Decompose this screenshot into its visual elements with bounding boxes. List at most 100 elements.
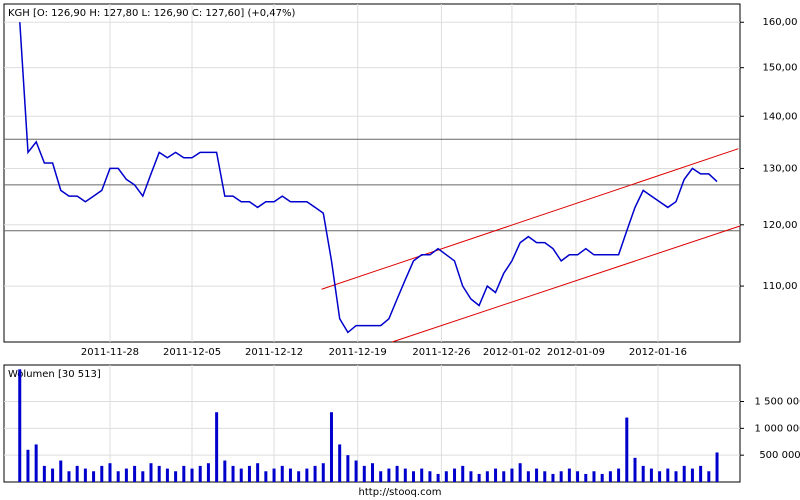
volume-bar <box>264 471 268 482</box>
volume-bar <box>444 471 448 482</box>
volume-bar <box>461 465 465 482</box>
volume-bar <box>51 468 55 482</box>
volume-bar <box>477 473 481 482</box>
volume-bar <box>690 468 694 482</box>
volume-bar <box>559 471 563 482</box>
volume-bar <box>92 471 96 482</box>
volume-bar <box>239 468 243 482</box>
volume-bar <box>26 449 30 482</box>
volume-bar <box>215 412 219 482</box>
y-tick-label: 130,00 <box>763 163 798 174</box>
price-panel <box>3 3 741 343</box>
volume-bar <box>157 465 161 482</box>
volume-bar <box>567 468 571 482</box>
volume-bar <box>141 471 145 482</box>
volume-bar <box>510 468 514 482</box>
volume-bar <box>715 452 719 482</box>
volume-bar <box>305 468 309 482</box>
x-tick-label: 2011-11-28 <box>81 347 139 358</box>
volume-bar <box>116 471 120 482</box>
volume-bar <box>182 465 186 482</box>
x-tick-label: 2011-12-19 <box>329 347 387 358</box>
volume-panel <box>3 364 741 483</box>
volume-bar <box>412 471 416 482</box>
volume-bar <box>649 468 653 482</box>
volume-bar <box>469 471 473 482</box>
volume-bar <box>329 412 333 482</box>
volume-bar <box>387 468 391 482</box>
volume-bar <box>576 471 580 482</box>
volume-bar <box>526 471 530 482</box>
x-tick-label: 2011-12-26 <box>412 347 470 358</box>
volume-bar <box>674 471 678 482</box>
volume-bar <box>34 444 38 482</box>
volume-bar <box>395 465 399 482</box>
volume-bar <box>321 463 325 482</box>
volume-bar <box>617 468 621 482</box>
y-tick-label: 160,00 <box>763 17 798 28</box>
y-tick-label: 500 000 <box>759 450 800 461</box>
volume-bar <box>297 471 301 482</box>
volume-bar <box>379 471 383 482</box>
volume-bar <box>108 463 112 482</box>
volume-bar <box>362 465 366 482</box>
volume-bar <box>420 468 424 482</box>
volume-bar <box>42 465 46 482</box>
volume-bar <box>436 473 440 482</box>
volume-bar <box>354 460 358 482</box>
footer: http://stooq.com <box>359 487 442 498</box>
volume-bar <box>641 465 645 482</box>
volume-bar <box>592 471 596 482</box>
volume-bar <box>133 465 137 482</box>
volume-bar <box>699 465 703 482</box>
y-tick-label: 1 500 000 <box>755 396 800 407</box>
volume-bar <box>124 468 128 482</box>
trend-line <box>321 148 739 290</box>
price-line <box>19 22 718 334</box>
volume-bar <box>346 455 350 482</box>
volume-bar <box>198 465 202 482</box>
x-tick-label: 2011-12-05 <box>163 347 221 358</box>
volume-bar <box>75 465 79 482</box>
panel: 2011-11-28 2011-12-05 2011-12-12 2011-12-19… <box>4 4 798 358</box>
volume-bar <box>59 460 63 482</box>
volume-bar <box>256 463 260 482</box>
volume-bar <box>165 468 169 482</box>
volume-bar <box>370 463 374 482</box>
y-tick-label: 110,00 <box>763 281 798 292</box>
volume-bar <box>535 468 539 482</box>
x-tick-label: 2012-01-16 <box>629 347 687 358</box>
volume-bar <box>633 457 637 482</box>
volume-bar <box>338 444 342 482</box>
panel: 500 000 1 000 000 1 500 000 Wolumen [30 513… <box>4 365 800 482</box>
volume-bar <box>272 468 276 482</box>
panel-title: Wolumen [30 513] <box>8 369 101 380</box>
volume-bar <box>502 471 506 482</box>
trend-line <box>392 225 741 343</box>
volume-bar <box>223 460 227 482</box>
volume-bar <box>608 471 612 482</box>
x-tick-label: 2012-01-02 <box>483 347 541 358</box>
volume-bar <box>682 465 686 482</box>
volume-bar <box>67 471 71 482</box>
volume-bar <box>600 473 604 482</box>
volume-bar <box>83 468 87 482</box>
volume-bar <box>584 473 588 482</box>
volume-bar <box>18 369 22 482</box>
volume-bar <box>174 471 178 482</box>
volume-bar <box>707 471 711 482</box>
y-tick-label: 1 000 000 <box>755 423 800 434</box>
volume-bar <box>658 471 662 482</box>
y-tick-label: 120,00 <box>763 220 798 231</box>
volume-bar <box>666 468 670 482</box>
volume-bar <box>206 463 210 482</box>
panel-title: KGH [O: 126,90 H: 127,80 L: 126,90 C: 12… <box>8 8 295 19</box>
volume-bar <box>551 473 555 482</box>
volume-bar <box>231 465 235 482</box>
volume-bar <box>313 465 317 482</box>
x-tick-label: 2011-12-12 <box>245 347 303 358</box>
volume-bar <box>190 468 194 482</box>
y-tick-label: 140,00 <box>763 111 798 122</box>
volume-bar <box>518 463 522 482</box>
